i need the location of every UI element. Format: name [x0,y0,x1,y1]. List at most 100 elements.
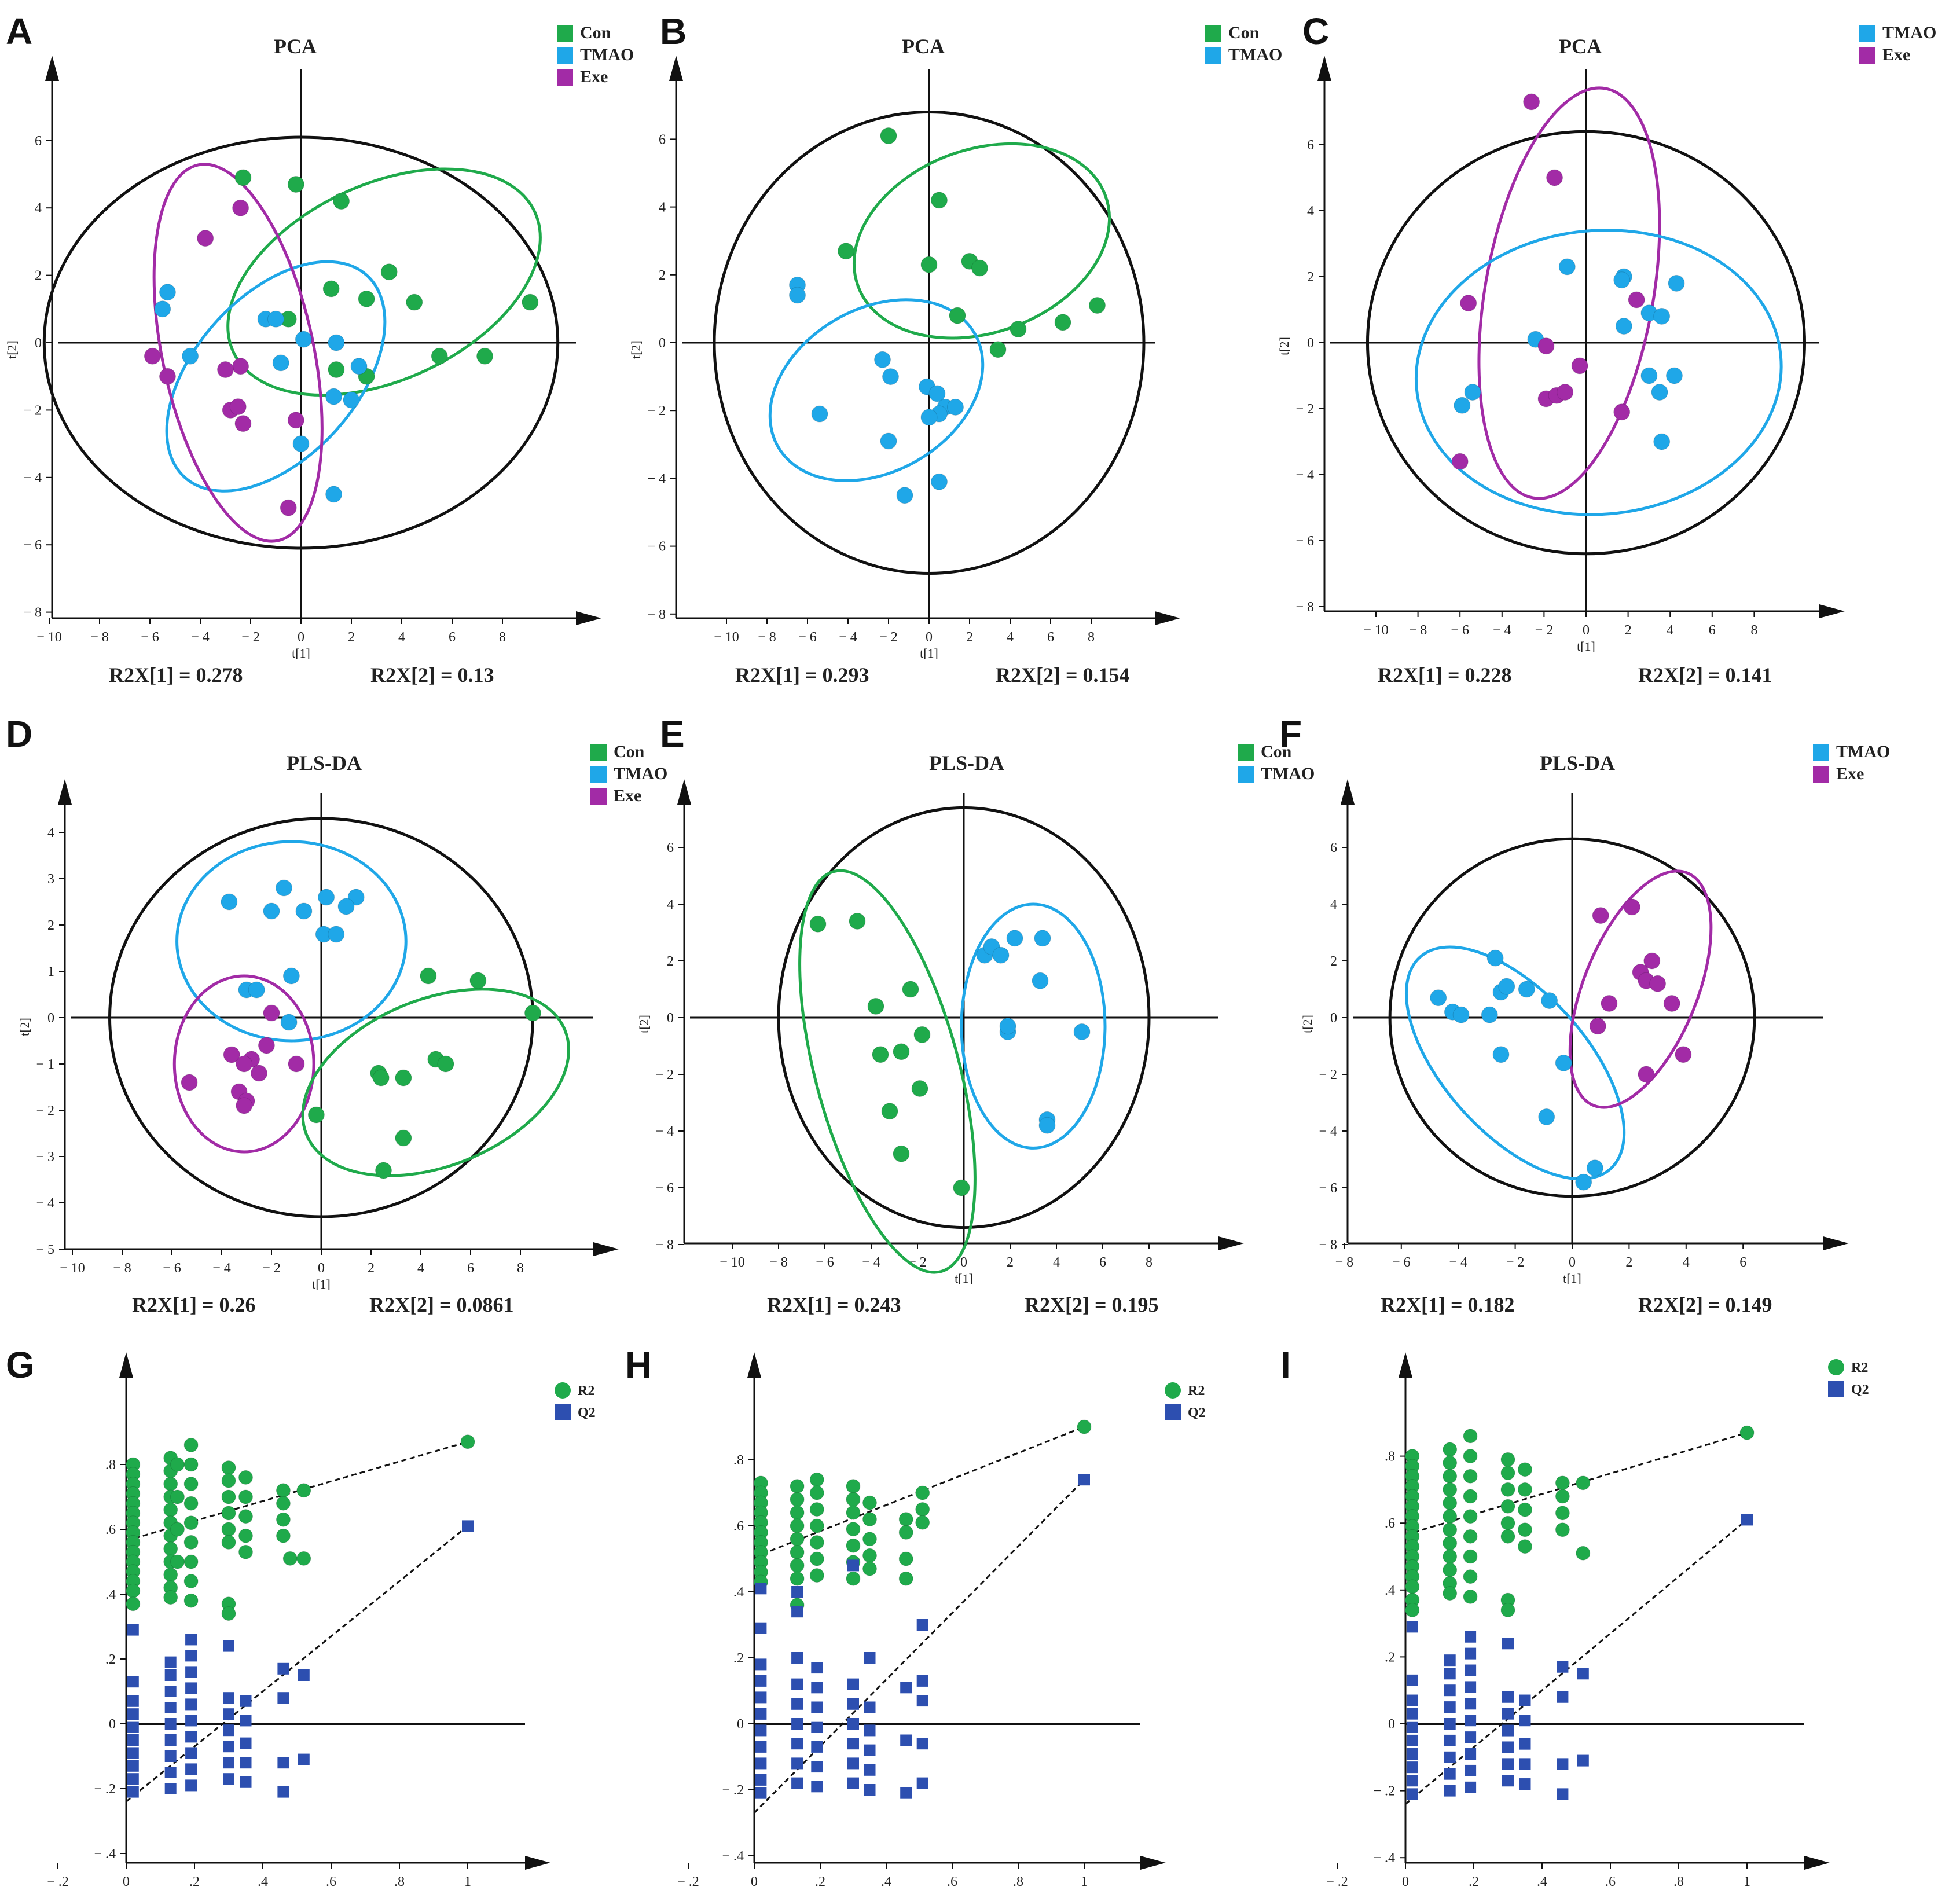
data-point-q2 [1465,1715,1477,1727]
data-point-r2 [1463,1589,1478,1604]
data-point-con [406,293,423,311]
data-point-con [1089,297,1106,314]
data-point-r2 [276,1512,291,1527]
data-point-tmao [1486,949,1504,967]
data-point-q2 [755,1787,767,1799]
data-point-con [989,341,1007,358]
data-point-tmao [1640,367,1658,384]
panel-letter: A [6,10,32,52]
data-point-tmao [1653,307,1671,325]
y-tick-label: .8 [1385,1449,1395,1464]
data-point-exe [1601,995,1618,1012]
x-tick-label: 1 [1081,1874,1088,1889]
data-point-q2 [1577,1754,1589,1767]
x-tick-label: − 10 [720,1255,745,1270]
y-tick-label: .6 [105,1522,116,1537]
data-point-q2 [223,1757,234,1769]
data-point-q2 [1519,1715,1531,1727]
data-point-tmao [328,926,345,943]
x-tick-label: 8 [499,630,506,645]
data-point-tmao [931,473,948,490]
data-point-q2 [223,1741,234,1753]
y-tick-label: − 6 [23,538,42,553]
data-point-q2 [1519,1694,1531,1706]
data-point-con [893,1145,910,1162]
stat-label: R2X[1] = 0.278 [109,663,243,687]
data-point-r2 [1443,1442,1458,1457]
data-point-q2 [1465,1647,1477,1660]
legend-label-con: Con [614,742,645,761]
data-point-tmao [1541,992,1558,1010]
legend-swatch-tmao [1859,25,1875,42]
data-point-con [1054,314,1071,331]
panel-title: PLS-DA [1540,751,1615,775]
data-point-r2 [1463,1509,1478,1524]
data-point-r2 [1555,1489,1570,1504]
data-point-tmao [295,331,312,348]
data-point-r2 [221,1506,236,1521]
data-point-q2 [223,1773,234,1785]
data-point-con [380,263,398,281]
data-point-q2 [223,1640,234,1652]
data-point-q2 [223,1692,234,1704]
data-point-q2 [755,1675,767,1687]
data-point-tmao [182,347,199,365]
data-point-con [431,347,448,365]
data-point-q2 [1406,1734,1418,1746]
x-tick-label: .4 [258,1874,268,1889]
x-tick-label: .2 [189,1874,200,1889]
data-point-tmao [1653,433,1671,450]
y-tick-label: 4 [1330,897,1337,912]
data-point-r2 [862,1548,877,1563]
y-tick-label: − 6 [1319,1181,1337,1196]
data-point-r2 [862,1561,877,1576]
data-point-r2 [790,1518,805,1533]
legend-swatch-exe [1813,766,1829,783]
data-point-r2 [282,1551,298,1566]
data-point-q2 [185,1634,197,1646]
data-point-r2 [1463,1469,1478,1484]
x-tick-label: − 4 [1449,1255,1467,1270]
data-point-tmao [1665,367,1683,384]
data-point-q2 [240,1757,252,1769]
data-point-tmao [1034,930,1051,947]
data-point-tmao [1613,271,1631,289]
data-point-con [911,1080,928,1097]
data-point-q2 [755,1622,767,1634]
data-point-q2 [1444,1768,1456,1780]
x-tick-label: .6 [1605,1874,1616,1889]
x-axis-arrow [576,611,601,625]
data-point-con [931,192,948,209]
data-point-q2 [1519,1738,1531,1750]
legend-label-con: Con [580,23,611,42]
x-tick-label: 8 [1146,1255,1152,1270]
data-point-r2 [221,1489,236,1504]
data-point-q2 [277,1786,289,1798]
data-point-con [395,1129,412,1147]
data-point-exe [229,398,247,416]
data-point-tmao [318,889,335,906]
data-point-tmao [874,351,891,368]
data-point-q2 [755,1757,767,1770]
y-axis-label: t[2] [1277,337,1291,355]
x-tick-label: − 8 [758,630,776,645]
data-point-r2 [1443,1482,1458,1497]
data-point-r2 [846,1492,861,1507]
data-point-tmao [325,486,343,503]
y-tick-label: 0 [1388,1717,1395,1732]
data-point-q2 [298,1753,310,1765]
y-tick-label: − 2 [1295,402,1314,417]
data-point-r2 [915,1515,930,1530]
data-point-q2 [1406,1721,1418,1733]
data-point-r2 [1555,1522,1570,1537]
x-axis-arrow [1823,1236,1849,1250]
x-tick-label: .2 [1469,1874,1479,1889]
x-tick-label: − 4 [839,630,857,645]
legend-label-tmao: TMAO [1882,23,1936,42]
y-tick-label: .6 [1385,1516,1395,1531]
data-point-q2 [755,1724,767,1737]
data-point-q2 [755,1583,767,1595]
legend-swatch-con [590,744,607,761]
data-point-exe [1613,403,1631,421]
x-tick-label: − .2 [47,1874,69,1889]
